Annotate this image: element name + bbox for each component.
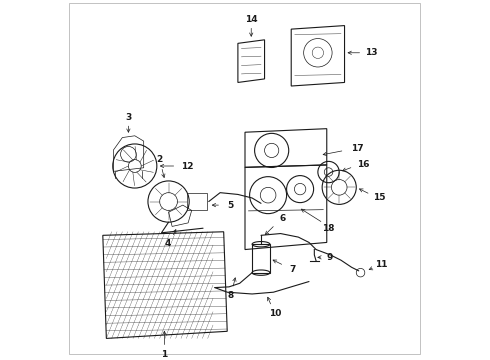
Text: 7: 7 [290, 265, 296, 274]
Bar [187, 193, 207, 211]
Text: 13: 13 [365, 48, 377, 57]
Text: 3: 3 [125, 113, 131, 122]
Text: 18: 18 [322, 225, 335, 234]
Text: 17: 17 [351, 144, 363, 153]
Text: 11: 11 [374, 260, 387, 269]
Text: 2: 2 [157, 155, 163, 164]
Text: 4: 4 [165, 239, 171, 248]
Text: 15: 15 [373, 193, 386, 202]
Text: 10: 10 [269, 309, 281, 318]
Text: 16: 16 [357, 160, 369, 169]
Text: 5: 5 [227, 201, 233, 210]
Text: 9: 9 [326, 253, 333, 262]
Bar [252, 244, 270, 273]
Text: 1: 1 [161, 350, 168, 359]
Text: 12: 12 [181, 162, 193, 171]
Text: 6: 6 [279, 214, 286, 223]
Text: 8: 8 [228, 291, 234, 300]
Text: 14: 14 [245, 15, 258, 24]
